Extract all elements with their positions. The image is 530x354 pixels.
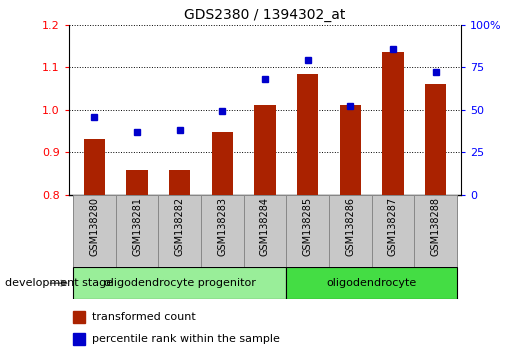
Title: GDS2380 / 1394302_at: GDS2380 / 1394302_at [184, 8, 346, 22]
Bar [116, 195, 158, 267]
Text: GSM138283: GSM138283 [217, 197, 227, 256]
Bar [382, 52, 403, 195]
Bar [425, 84, 446, 195]
Text: percentile rank within the sample: percentile rank within the sample [92, 334, 280, 344]
Text: GSM138286: GSM138286 [345, 197, 355, 256]
Text: GSM138287: GSM138287 [388, 197, 398, 256]
Text: oligodendrocyte progenitor: oligodendrocyte progenitor [104, 278, 255, 288]
Bar [329, 195, 372, 267]
Bar [244, 195, 286, 267]
Text: transformed count: transformed count [92, 312, 196, 322]
Bar [286, 195, 329, 267]
Bar [201, 195, 244, 267]
Bar [73, 267, 286, 299]
Bar [414, 195, 457, 267]
Bar [286, 267, 457, 299]
Bar [340, 105, 361, 195]
Text: oligodendrocyte: oligodendrocyte [326, 278, 417, 288]
Bar [169, 170, 190, 195]
Text: GSM138282: GSM138282 [175, 197, 185, 256]
Text: development stage: development stage [5, 278, 113, 288]
Bar [158, 195, 201, 267]
Bar [127, 170, 148, 195]
Text: GSM138281: GSM138281 [132, 197, 142, 256]
Text: GSM138288: GSM138288 [430, 197, 440, 256]
Bar [372, 195, 414, 267]
Bar [73, 333, 85, 345]
Bar [84, 139, 105, 195]
Text: GSM138280: GSM138280 [90, 197, 100, 256]
Text: GSM138285: GSM138285 [303, 197, 313, 256]
Text: GSM138284: GSM138284 [260, 197, 270, 256]
Bar [73, 195, 116, 267]
Bar [254, 105, 276, 195]
Bar [211, 132, 233, 195]
Bar [297, 74, 319, 195]
Bar [73, 311, 85, 323]
